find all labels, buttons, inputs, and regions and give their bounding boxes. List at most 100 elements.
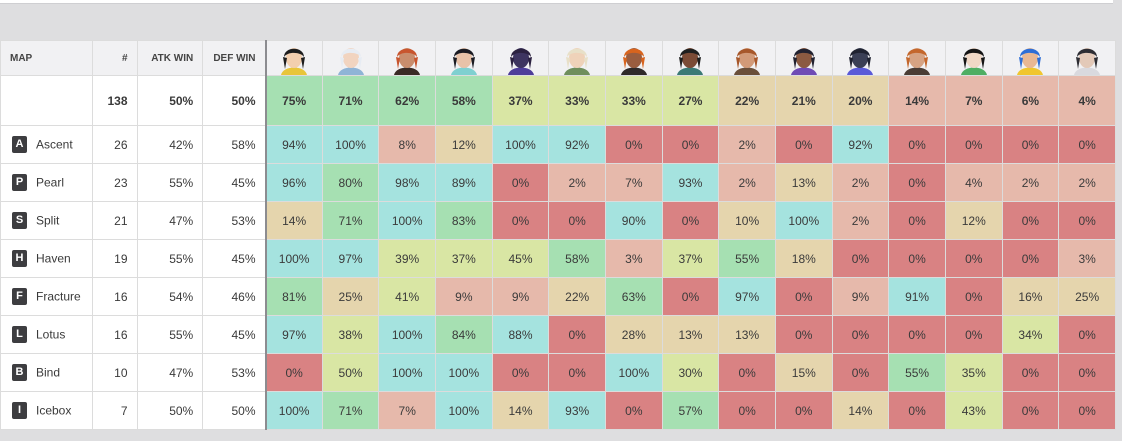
agent-pickrate-cell: 13% (661, 315, 720, 354)
map-row-haven[interactable]: H Haven 19 55% 45% 100% 97% 39% 37% 45% 58% 3% 37% 55… (0, 239, 1116, 278)
map-name: Lotus (36, 327, 66, 342)
agent-pickrate-cell: 0% (944, 125, 1003, 164)
agent-pickrate-table: MAP # ATK WIN DEF WIN 138 50% 50% 75% 71%… (0, 40, 1116, 430)
agent-pickrate-cell: 25% (1058, 277, 1116, 316)
agent-pickrate-cell: 0% (1058, 125, 1116, 164)
agent-pickrate-cell: 0% (1001, 239, 1060, 278)
agent-pickrate-cell: 14% (265, 201, 323, 240)
agent-column-header[interactable] (604, 40, 663, 76)
agent-pickrate-cell: 0% (491, 163, 550, 202)
agent-column-header[interactable] (831, 40, 890, 76)
total-agent-pickrate: 33% (604, 75, 663, 126)
map-name: Fracture (36, 289, 81, 304)
agent-pickrate-cell: 93% (548, 391, 606, 430)
agent-pickrate-cell: 58% (548, 239, 606, 278)
raze-portrait (614, 43, 653, 75)
map-count: 10 (91, 353, 138, 392)
agent-pickrate-cell: 83% (435, 201, 493, 240)
agent-pickrate-cell: 0% (1058, 201, 1116, 240)
map-name-cell[interactable]: H Haven (0, 239, 93, 278)
agent-pickrate-cell: 100% (378, 315, 437, 354)
atk-win-column-header[interactable]: ATK WIN (136, 40, 204, 76)
map-atk-win: 42% (136, 125, 204, 164)
count-column-header[interactable]: # (91, 40, 138, 76)
agent-pickrate-cell: 0% (888, 163, 946, 202)
agent-pickrate-cell: 39% (378, 239, 437, 278)
agent-pickrate-cell: 43% (944, 391, 1003, 430)
agent-column-header[interactable] (435, 40, 493, 76)
map-def-win: 45% (202, 239, 267, 278)
agent-column-header[interactable] (774, 40, 833, 76)
total-row: 138 50% 50% 75% 71% 62% 58% 37% 33% 33% 27% 22% 2… (0, 75, 1116, 126)
agent-pickrate-cell: 30% (661, 353, 720, 392)
agent-pickrate-cell: 0% (548, 315, 606, 354)
map-row-pearl[interactable]: P Pearl 23 55% 45% 96% 80% 98% 89% 0% 2% 7% 93% 2% 13%… (0, 163, 1116, 202)
map-atk-win: 55% (136, 163, 204, 202)
map-column-header[interactable]: MAP (0, 40, 93, 76)
agent-pickrate-cell: 22% (548, 277, 606, 316)
top-bar (0, 0, 1113, 4)
viper-portrait (954, 43, 993, 75)
map-name-cell[interactable]: S Split (0, 201, 93, 240)
sova-portrait (671, 43, 710, 75)
agent-pickrate-cell: 0% (604, 125, 663, 164)
agent-column-header[interactable] (888, 40, 946, 76)
agent-pickrate-cell: 0% (661, 201, 720, 240)
agent-pickrate-cell: 100% (774, 201, 833, 240)
map-row-bind[interactable]: B Bind 10 47% 53% 0% 50% 100% 100% 0% 0% 100% 30% 0% 1… (0, 353, 1116, 392)
agent-pickrate-cell: 91% (888, 277, 946, 316)
agent-pickrate-cell: 0% (888, 315, 946, 354)
def-win-column-header[interactable]: DEF WIN (202, 40, 267, 76)
agent-pickrate-cell: 0% (548, 201, 606, 240)
map-name-cell[interactable]: A Ascent (0, 125, 93, 164)
agent-column-header[interactable] (1058, 40, 1116, 76)
map-row-fracture[interactable]: F Fracture 16 54% 46% 81% 25% 41% 9% 9% 22% 63% 0% 97… (0, 277, 1116, 316)
header-row: MAP # ATK WIN DEF WIN (0, 40, 1116, 76)
map-name-cell[interactable]: F Fracture (0, 277, 93, 316)
agent-pickrate-cell: 9% (435, 277, 493, 316)
agent-column-header[interactable] (548, 40, 606, 76)
agent-pickrate-cell: 100% (265, 239, 323, 278)
agent-pickrate-cell: 3% (604, 239, 663, 278)
agent-column-header[interactable] (321, 40, 380, 76)
map-name-cell[interactable]: L Lotus (0, 315, 93, 354)
map-name: Icebox (36, 403, 72, 418)
agent-pickrate-cell: 15% (774, 353, 833, 392)
map-def-win: 45% (202, 163, 267, 202)
agent-pickrate-cell: 55% (888, 353, 946, 392)
map-row-split[interactable]: S Split 21 47% 53% 14% 71% 100% 83% 0% 0% 90% 0% 10% 1… (0, 201, 1116, 240)
map-row-lotus[interactable]: L Lotus 16 55% 45% 97% 38% 100% 84% 88% 0% 28% 13% 13… (0, 315, 1116, 354)
total-agent-pickrate: 58% (435, 75, 493, 126)
agent-column-header[interactable] (265, 40, 323, 76)
agent-pickrate-cell: 41% (378, 277, 437, 316)
agent-column-header[interactable] (378, 40, 437, 76)
agent-column-header[interactable] (661, 40, 720, 76)
total-map-cell (0, 75, 93, 126)
agent-pickrate-cell: 2% (718, 125, 776, 164)
agent-pickrate-cell: 63% (604, 277, 663, 316)
map-name-cell[interactable]: B Bind (0, 353, 93, 392)
map-row-icebox[interactable]: I Icebox 7 50% 50% 100% 71% 7% 100% 14% 93% 0% 57% 0%… (0, 391, 1116, 430)
agent-pickrate-cell: 0% (604, 391, 663, 430)
brimstone-portrait (898, 43, 937, 75)
agent-pickrate-cell: 0% (661, 277, 720, 316)
agent-column-header[interactable] (718, 40, 776, 76)
agent-pickrate-cell: 2% (1001, 163, 1060, 202)
map-atk-win: 47% (136, 201, 204, 240)
agent-pickrate-cell: 100% (378, 201, 437, 240)
agent-pickrate-cell: 2% (1058, 163, 1116, 202)
map-letter-badge: A (12, 136, 27, 153)
map-name-cell[interactable]: P Pearl (0, 163, 93, 202)
agent-pickrate-cell: 97% (718, 277, 776, 316)
map-name-cell[interactable]: I Icebox (0, 391, 93, 430)
total-agent-pickrate: 27% (661, 75, 720, 126)
agent-pickrate-cell: 0% (944, 315, 1003, 354)
agent-pickrate-cell: 100% (491, 125, 550, 164)
agent-pickrate-cell: 9% (831, 277, 890, 316)
agent-column-header[interactable] (491, 40, 550, 76)
agent-pickrate-cell: 0% (1058, 353, 1116, 392)
agent-column-header[interactable] (944, 40, 1003, 76)
agent-column-header[interactable] (1001, 40, 1060, 76)
agent-pickrate-cell: 2% (831, 163, 890, 202)
map-row-ascent[interactable]: A Ascent 26 42% 58% 94% 100% 8% 12% 100% 92% 0% 0% 2%… (0, 125, 1116, 164)
